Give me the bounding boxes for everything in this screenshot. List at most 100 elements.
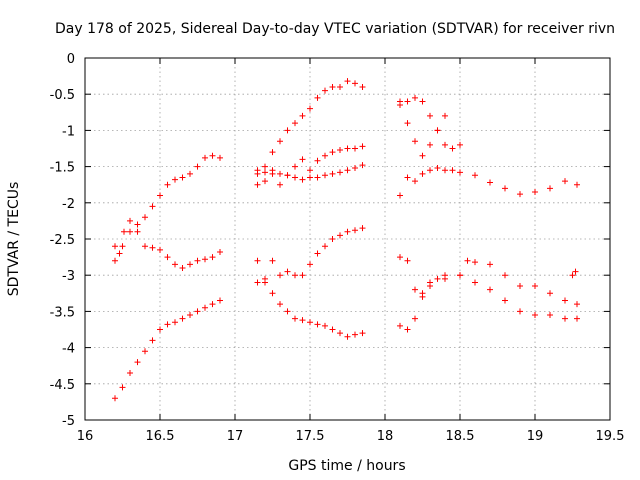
data-point: [404, 326, 411, 333]
data-point: [292, 120, 298, 127]
data-point: [187, 312, 193, 319]
data-series: [254, 143, 366, 188]
y-tick-label: -2.5: [50, 233, 75, 248]
data-point: [547, 185, 553, 192]
data-point: [434, 275, 441, 282]
data-point: [322, 322, 328, 329]
data-point: [284, 268, 291, 275]
data-point: [574, 301, 580, 308]
ticks: 16 16.5 17 17.5 18 18.5 19 19.5 0 -0.5 -1 -1.5 -2 -2.…: [50, 52, 625, 444]
data-point: [292, 174, 298, 181]
data-point: [344, 228, 351, 235]
data-point: [269, 170, 276, 177]
data-point: [359, 162, 366, 169]
data-point: [149, 337, 156, 344]
data-series: [112, 297, 223, 402]
data-point: [112, 257, 118, 264]
data-series: [397, 165, 580, 199]
x-tick-label: 19.5: [596, 429, 625, 444]
data-point: [299, 176, 306, 183]
data-point: [292, 272, 298, 279]
data-point: [157, 326, 163, 333]
data-series: [254, 162, 366, 183]
data-point: [562, 297, 568, 304]
data-point: [307, 167, 313, 174]
data-point: [404, 120, 411, 127]
data-point: [329, 326, 336, 333]
data-point: [262, 163, 268, 170]
data-point: [314, 157, 321, 164]
data-point: [284, 308, 291, 315]
data-series: [397, 254, 580, 322]
data-point: [404, 174, 411, 181]
data-point: [472, 259, 478, 266]
data-point: [502, 185, 508, 192]
data-point: [427, 141, 433, 148]
data-points: [112, 78, 580, 402]
data-point: [157, 246, 163, 253]
data-point: [254, 181, 261, 188]
grid: [85, 58, 610, 420]
data-point: [179, 315, 186, 322]
plot-frame: [84, 57, 611, 421]
data-point: [442, 167, 448, 174]
data-point: [172, 319, 178, 326]
data-point: [359, 143, 366, 150]
data-point: [202, 304, 208, 311]
data-point: [269, 257, 276, 264]
data-series: [569, 268, 579, 279]
data-point: [202, 256, 208, 263]
data-point: [322, 87, 328, 94]
data-point: [412, 286, 418, 293]
data-point: [217, 249, 223, 256]
data-point: [427, 167, 433, 174]
data-point: [307, 105, 313, 112]
data-point: [419, 98, 426, 105]
y-axis-label: SDTVAR / TECUs: [6, 182, 22, 297]
data-point: [464, 257, 471, 264]
data-point: [322, 172, 328, 179]
chart-title: Day 178 of 2025, Sidereal Day-to-day VTE…: [55, 21, 615, 37]
data-point: [397, 322, 403, 329]
data-point: [254, 279, 261, 286]
data-point: [217, 297, 223, 304]
data-point: [337, 146, 343, 153]
data-point: [457, 272, 463, 279]
data-point: [359, 330, 366, 337]
data-point: [344, 167, 351, 174]
data-point: [322, 152, 328, 159]
data-point: [434, 127, 441, 134]
x-tick-label: 17.5: [296, 429, 325, 444]
data-point: [314, 174, 321, 181]
data-point: [352, 227, 358, 234]
data-point: [134, 359, 141, 366]
data-series: [254, 257, 366, 340]
data-point: [337, 232, 343, 239]
data-point: [277, 170, 283, 177]
data-point: [547, 312, 553, 319]
data-point: [532, 283, 538, 290]
data-point: [269, 290, 276, 297]
data-point: [442, 112, 448, 119]
data-point: [442, 272, 448, 279]
data-point: [449, 145, 456, 152]
data-point: [472, 279, 478, 286]
y-tick-label: -0.5: [50, 88, 75, 103]
data-point: [457, 169, 463, 176]
x-axis-label: GPS time / hours: [288, 458, 405, 474]
data-point: [404, 98, 411, 105]
data-point: [134, 221, 141, 228]
data-point: [179, 264, 186, 271]
data-point: [487, 261, 493, 268]
data-point: [262, 178, 268, 185]
data-series: [112, 217, 223, 271]
y-tick-label: -3.5: [50, 305, 75, 320]
data-point: [449, 167, 456, 174]
data-point: [517, 283, 523, 290]
data-point: [472, 172, 478, 179]
data-point: [209, 301, 216, 308]
data-point: [299, 156, 306, 163]
data-point: [209, 152, 216, 159]
data-point: [187, 261, 193, 268]
data-point: [164, 254, 171, 261]
